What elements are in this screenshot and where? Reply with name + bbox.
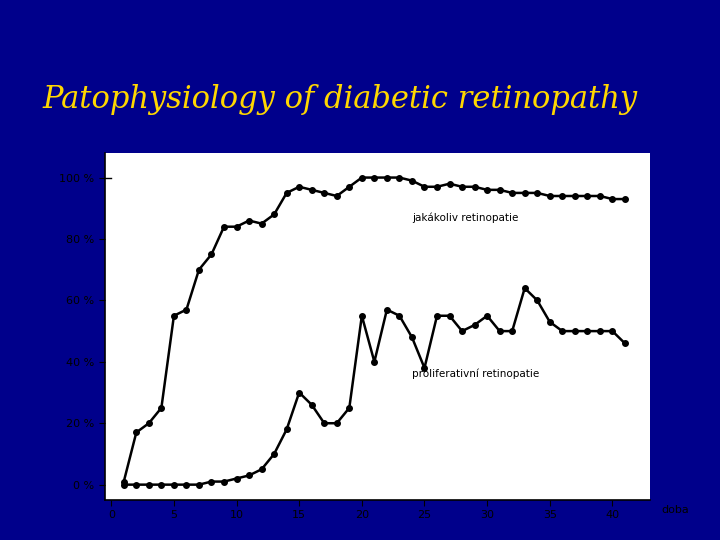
Text: proliferativní retinopatie: proliferativní retinopatie [412,369,539,379]
Text: jakákoliv retinopatie: jakákoliv retinopatie [412,212,518,222]
Text: Patophysiology of diabetic retinopathy: Patophysiology of diabetic retinopathy [42,84,637,114]
Text: doba: doba [661,505,688,515]
